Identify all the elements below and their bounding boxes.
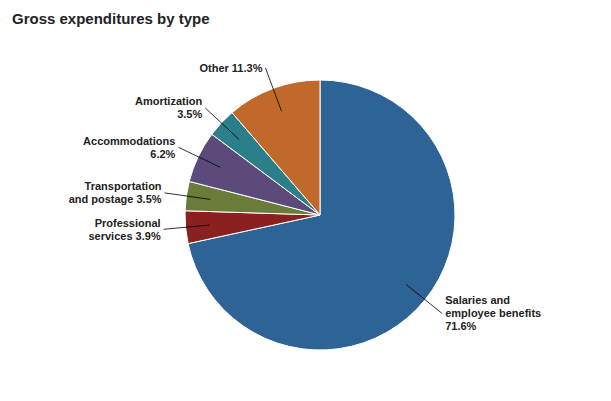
pie: Salaries andemployee benefits71.6% Profes… [69,62,542,350]
slice-label-line: 71.6% [445,320,476,332]
slice-label-line: services 3.9% [88,230,160,242]
slice-label-line: Professional [95,217,161,229]
leader-line [265,68,281,111]
leader-line [165,193,211,200]
slice-label: Salaries andemployee benefits71.6% [445,294,541,332]
leader-line [178,147,220,167]
slice-label-line: employee benefits [445,307,541,319]
slice-label-line: Salaries and [445,294,510,306]
slice-label-line: and postage 3.5% [69,193,162,205]
slice-label: Other 11.3% [199,62,262,74]
slice-label-line: 3.5% [177,108,202,120]
slice-label-line: Amortization [135,95,203,107]
leader-line [406,284,442,313]
labels: Salaries andemployee benefits71.6% Profes… [69,62,542,333]
slice-label-line: Transportation [85,180,162,192]
slices [185,80,455,350]
slice-label-line: Other 11.3% [199,62,262,74]
slice [185,211,320,244]
slice-label: Transportationand postage 3.5% [69,180,162,205]
leader-line [205,108,239,140]
slice [232,80,320,215]
slice-label: Accommodations6.2% [83,135,176,160]
title: Gross expenditures by type [12,10,210,27]
slice-label-line: Accommodations [83,135,175,147]
chart: Gross expenditures by type Salaries andem… [0,0,611,401]
slice-label: Amortization3.5% [135,95,203,120]
leader-line [164,225,210,229]
slice-label-line: 6.2% [150,148,175,160]
slice-label: Professionalservices 3.9% [88,217,160,242]
